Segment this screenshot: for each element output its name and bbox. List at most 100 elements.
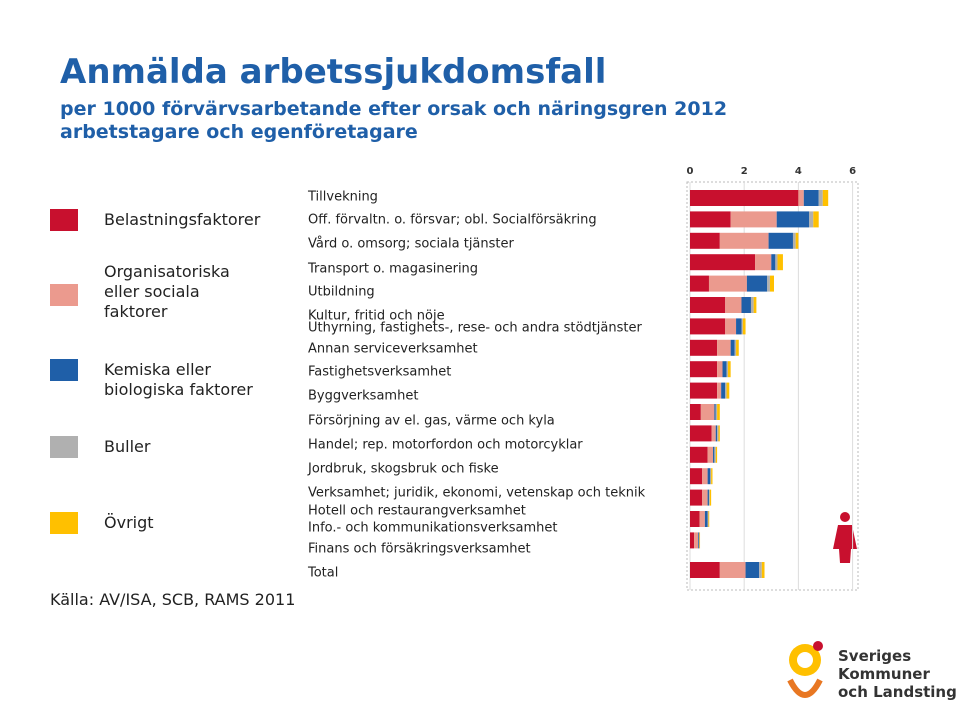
bar-segment: [715, 404, 718, 420]
legend-swatch: [50, 359, 78, 381]
category-label: Transport o. magasinering: [307, 262, 478, 277]
x-tick-label: 6: [849, 166, 856, 177]
bar-segment: [759, 562, 762, 578]
bar-segment: [809, 211, 814, 228]
bar-segment: [753, 297, 757, 313]
bar-segment: [741, 318, 743, 335]
category-label: Utbildning: [308, 285, 375, 300]
bar-segment: [795, 232, 799, 249]
bar-segment: [699, 511, 705, 527]
bar-segment: [708, 489, 710, 506]
bar-segment: [690, 254, 756, 271]
bar-segment: [690, 425, 712, 442]
legend-swatch: [50, 209, 78, 231]
bar-segment: [725, 297, 742, 313]
bar-segment: [700, 404, 715, 420]
subtitle: arbetstagare och egenföretagare: [60, 121, 418, 143]
bar-segment: [690, 468, 703, 485]
category-label: Uthyrning, fastighets-, rese- och andra …: [308, 321, 642, 336]
bar-segment: [719, 232, 769, 249]
bar-segment: [702, 468, 708, 485]
bar-segment: [690, 404, 701, 420]
bar-segment: [717, 339, 731, 356]
bar-segment: [722, 361, 727, 378]
bar-segment: [727, 361, 731, 378]
category-label: Verksamhet; juridik, ekonomi, vetenskap …: [308, 486, 646, 501]
bar-segment: [776, 211, 810, 228]
legend-swatch: [50, 284, 78, 306]
category-label: Jordbruk, skogsbruk och fiske: [307, 462, 499, 477]
bar-segment: [690, 339, 718, 356]
bar-segment: [707, 446, 714, 463]
bar-segment: [690, 232, 720, 249]
legend-swatch: [50, 512, 78, 534]
bar-segment: [730, 339, 735, 356]
bar-segment: [708, 275, 747, 292]
legend-swatch: [50, 436, 78, 458]
subtitle: per 1000 förvärvsarbetande efter orsak o…: [60, 98, 728, 120]
bar-segment: [717, 382, 722, 399]
woman-icon: [833, 512, 857, 563]
bar-segment: [709, 489, 712, 506]
bar-segment: [698, 532, 700, 549]
bar-segment: [704, 511, 708, 527]
bar-segment: [690, 446, 708, 463]
bar-segment: [690, 532, 695, 549]
bar-segment: [690, 489, 703, 506]
category-label: Fastighetsverksamhet: [308, 365, 451, 380]
bar-segment: [769, 275, 774, 292]
title: Anmälda arbetssjukdomsfall: [60, 52, 607, 92]
bar-segment: [717, 361, 723, 378]
bar-segment: [745, 562, 760, 578]
bar-segment: [699, 532, 701, 549]
bar-segment: [798, 190, 804, 206]
bar-segment: [707, 468, 711, 485]
category-label: Annan serviceverksamhet: [308, 342, 478, 357]
logo-line: Kommuner: [838, 665, 930, 683]
x-tick-label: 2: [741, 166, 748, 177]
bar-segment: [710, 468, 712, 485]
bar-segment: [715, 425, 718, 442]
category-label: Kultur, fritid och nöje: [308, 309, 445, 324]
logo-line: Sveriges: [838, 647, 912, 665]
bar-segment: [715, 446, 718, 463]
bar-segment: [761, 562, 765, 578]
bar-segment: [725, 382, 727, 399]
legend-label: Buller: [104, 437, 151, 456]
bar-segment: [708, 511, 710, 527]
bar-segment: [725, 318, 737, 335]
bar-segment: [717, 425, 719, 442]
bar-segment: [690, 562, 720, 578]
bar-segment: [822, 190, 829, 206]
bar-segment: [736, 339, 739, 356]
bar-segment: [726, 382, 730, 399]
legend-label: Kemiska eller biologiska faktorer: [104, 360, 253, 399]
bar-segment: [707, 489, 709, 506]
bar-segment: [792, 232, 796, 249]
bar-segment: [690, 382, 718, 399]
bar-segment: [690, 361, 718, 378]
bar-segment: [698, 532, 699, 549]
bar-segment: [771, 254, 776, 271]
bar-segment: [721, 382, 726, 399]
bar-segment: [742, 318, 746, 335]
bar-segment: [768, 232, 793, 249]
bar-segment: [702, 489, 708, 506]
bar-segment: [713, 446, 715, 463]
bar-segment: [726, 361, 728, 378]
category-label: Försörjning av el. gas, värme och kyla: [308, 414, 555, 429]
source: Källa: AV/ISA, SCB, RAMS 2011: [50, 590, 296, 609]
legend-label: Övrigt: [104, 513, 154, 532]
bar-segment: [711, 425, 716, 442]
bar-segment: [694, 532, 699, 549]
x-tick-label: 4: [795, 166, 802, 177]
bar-segment: [707, 511, 709, 527]
bar-segment: [690, 318, 726, 335]
category-label: Vård o. omsorg; sociala tjänster: [308, 237, 515, 252]
bar-segment: [711, 468, 713, 485]
bar-segment: [813, 211, 819, 228]
legend-label: Belastningsfaktorer: [104, 210, 261, 229]
bar-segment: [775, 254, 778, 271]
